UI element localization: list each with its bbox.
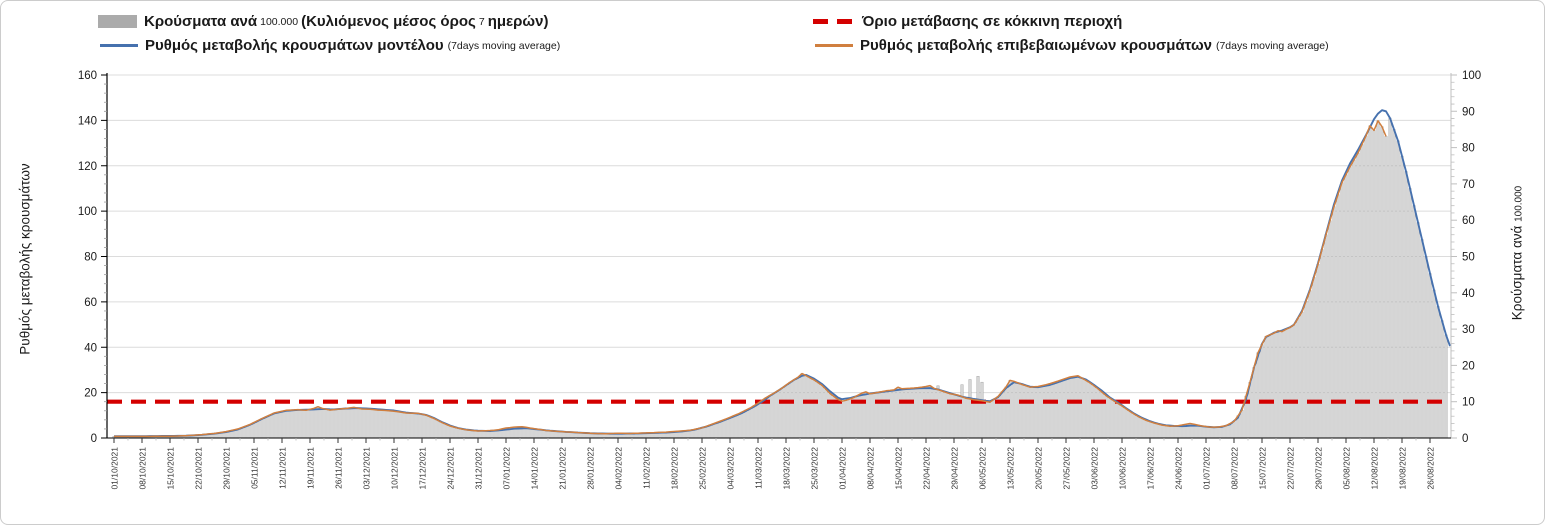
svg-text:11/02/2022: 11/02/2022 <box>642 447 652 489</box>
legend-cases-suffix-b: ημερών) <box>487 13 549 30</box>
svg-text:26/11/2021: 26/11/2021 <box>334 447 344 489</box>
svg-text:12/11/2021: 12/11/2021 <box>278 447 288 489</box>
svg-text:60: 60 <box>84 297 97 309</box>
svg-text:40: 40 <box>84 342 97 354</box>
svg-text:04/03/2022: 04/03/2022 <box>726 447 736 490</box>
svg-text:0: 0 <box>91 433 97 445</box>
left-axis-title-text: Ρυθμός μεταβολής κρουσμάτων <box>17 163 33 355</box>
svg-text:19/11/2021: 19/11/2021 <box>306 447 316 489</box>
confirmed-line-swatch-icon <box>815 44 853 47</box>
svg-text:01/10/2021: 01/10/2021 <box>110 447 120 490</box>
svg-text:100: 100 <box>78 206 97 218</box>
svg-text:15/07/2022: 15/07/2022 <box>1258 447 1268 490</box>
svg-text:03/06/2022: 03/06/2022 <box>1090 447 1100 490</box>
legend-item-model: Ρυθμός μεταβολής κρουσμάτων μοντέλου (7d… <box>100 37 560 54</box>
svg-text:25/02/2022: 25/02/2022 <box>698 447 708 490</box>
svg-text:29/10/2021: 29/10/2021 <box>222 447 232 490</box>
svg-text:0: 0 <box>1462 433 1468 445</box>
confirmed-line <box>114 120 1387 438</box>
bar-swatch-icon <box>98 15 137 28</box>
svg-text:10/12/2021: 10/12/2021 <box>390 447 400 490</box>
legend-item-confirmed: Ρυθμός μεταβολής επιβεβαιωμένων κρουσμάτ… <box>815 37 1329 54</box>
svg-text:12/08/2022: 12/08/2022 <box>1370 447 1380 490</box>
legend-model-label: Ρυθμός μεταβολής κρουσμάτων μοντέλου <box>145 37 444 54</box>
svg-text:14/01/2022: 14/01/2022 <box>530 447 540 490</box>
svg-text:17/12/2021: 17/12/2021 <box>418 447 428 490</box>
svg-text:05/11/2021: 05/11/2021 <box>250 447 260 489</box>
svg-text:18/02/2022: 18/02/2022 <box>670 447 680 490</box>
svg-text:140: 140 <box>78 115 97 127</box>
svg-text:31/12/2021: 31/12/2021 <box>474 447 484 490</box>
svg-text:160: 160 <box>78 70 97 82</box>
legend-cases-label: Κρούσματα ανά <box>144 13 258 30</box>
svg-text:20: 20 <box>1462 360 1475 372</box>
legend-item-cases: Κρούσματα ανά 100.000 (Κυλιόμενος μέσος … <box>98 13 548 30</box>
svg-text:08/07/2022: 08/07/2022 <box>1230 447 1240 490</box>
svg-text:50: 50 <box>1462 252 1475 264</box>
svg-text:10: 10 <box>1462 397 1475 409</box>
svg-text:17/06/2022: 17/06/2022 <box>1146 447 1156 490</box>
svg-text:22/04/2022: 22/04/2022 <box>922 447 932 490</box>
svg-text:20: 20 <box>84 388 97 400</box>
svg-text:19/08/2022: 19/08/2022 <box>1398 447 1408 490</box>
legend-cases-suffix-small: 7 <box>478 15 485 28</box>
svg-text:28/01/2022: 28/01/2022 <box>586 447 596 490</box>
right-axis-title: Κρούσματα ανά 100.000 <box>1510 186 1525 320</box>
legend-cases-small: 100.000 <box>260 15 299 28</box>
svg-text:100: 100 <box>1462 70 1481 82</box>
svg-text:24/12/2021: 24/12/2021 <box>446 447 456 490</box>
legend-confirmed-label: Ρυθμός μεταβολής επιβεβαιωμένων κρουσμάτ… <box>860 37 1212 54</box>
svg-text:22/07/2022: 22/07/2022 <box>1286 447 1296 490</box>
svg-text:60: 60 <box>1462 215 1475 227</box>
svg-text:21/01/2022: 21/01/2022 <box>558 447 568 490</box>
svg-text:30: 30 <box>1462 324 1475 336</box>
svg-text:29/04/2022: 29/04/2022 <box>950 447 960 490</box>
svg-text:15/04/2022: 15/04/2022 <box>894 447 904 490</box>
svg-text:08/10/2021: 08/10/2021 <box>138 447 148 490</box>
svg-text:13/05/2022: 13/05/2022 <box>1006 447 1016 490</box>
svg-text:10/06/2022: 10/06/2022 <box>1118 447 1128 490</box>
svg-text:01/04/2022: 01/04/2022 <box>838 447 848 490</box>
svg-text:80: 80 <box>84 252 97 264</box>
left-axis-title: Ρυθμός μεταβολής κρουσμάτων <box>18 163 33 354</box>
svg-text:05/08/2022: 05/08/2022 <box>1342 447 1352 490</box>
svg-text:27/05/2022: 27/05/2022 <box>1062 447 1072 490</box>
right-axis-title-small: 100.000 <box>1513 185 1525 222</box>
svg-text:90: 90 <box>1462 106 1475 118</box>
model-line-swatch-icon <box>100 44 138 47</box>
svg-text:24/06/2022: 24/06/2022 <box>1174 447 1184 490</box>
legend-cases-suffix-a: (Κυλιόμενος μέσος όρος <box>301 13 476 30</box>
svg-text:80: 80 <box>1462 143 1475 155</box>
threshold-dash-swatch-icon <box>813 19 855 24</box>
svg-text:70: 70 <box>1462 179 1475 191</box>
svg-text:15/10/2021: 15/10/2021 <box>166 447 176 490</box>
svg-text:03/12/2021: 03/12/2021 <box>362 447 372 490</box>
svg-text:18/03/2022: 18/03/2022 <box>782 447 792 490</box>
svg-text:11/03/2022: 11/03/2022 <box>754 447 764 489</box>
svg-text:22/10/2021: 22/10/2021 <box>194 447 204 490</box>
svg-text:08/04/2022: 08/04/2022 <box>866 447 876 490</box>
legend-item-threshold: Όριο μετάβασης σε κόκκινη περιοχή <box>813 13 1122 30</box>
svg-text:25/03/2022: 25/03/2022 <box>810 447 820 490</box>
svg-text:04/02/2022: 04/02/2022 <box>614 447 624 490</box>
svg-text:07/01/2022: 07/01/2022 <box>502 447 512 490</box>
svg-text:20/05/2022: 20/05/2022 <box>1034 447 1044 490</box>
svg-text:29/07/2022: 29/07/2022 <box>1314 447 1324 490</box>
svg-text:120: 120 <box>78 161 97 173</box>
svg-text:01/07/2022: 01/07/2022 <box>1202 447 1212 490</box>
legend-threshold-label: Όριο μετάβασης σε κόκκινη περιοχή <box>862 13 1123 30</box>
svg-text:40: 40 <box>1462 288 1475 300</box>
gridlines <box>107 74 1451 394</box>
right-axis-title-text: Κρούσματα ανά <box>1509 225 1525 321</box>
right-axis: 0 10 20 30 40 50 60 70 80 90 100 <box>1450 70 1481 445</box>
svg-text:06/05/2022: 06/05/2022 <box>978 447 988 490</box>
legend-confirmed-small: (7days moving average) <box>1215 39 1329 52</box>
x-axis: 01/10/2021 08/10/2021 15/10/2021 22/10/2021… <box>107 437 1451 490</box>
legend-model-small: (7days moving average) <box>447 39 561 52</box>
left-axis: 0 20 40 60 80 100 120 140 160 <box>78 70 108 445</box>
svg-text:26/08/2022: 26/08/2022 <box>1426 447 1436 490</box>
